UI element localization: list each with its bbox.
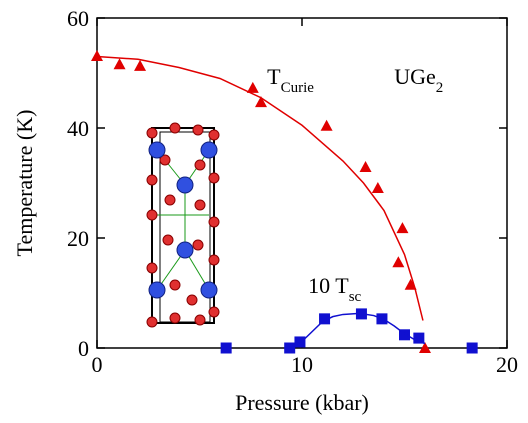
fit-curve [289,312,426,349]
annotation-subscript: sc [349,289,362,305]
triangle-marker [371,181,384,193]
annotation-text: 10 T [308,273,349,298]
square-marker [413,332,425,344]
plot-frame [96,17,508,349]
triangle-marker [392,256,405,268]
square-marker [466,342,478,354]
square-marker [220,342,232,354]
annotation: TCurie [267,64,314,96]
triangle-marker [320,119,333,131]
y-tick-label: 0 [78,336,89,361]
x-tick-label: 20 [496,352,518,377]
y-tick-label: 40 [67,116,89,141]
y-axis-label: Temperature (K) [12,110,37,257]
annotation-subscript: 2 [436,80,444,96]
y-tick-label: 20 [67,226,89,251]
triangle-marker [255,96,267,108]
annotation: UGe2 [394,64,443,96]
triangle-marker [134,59,147,71]
x-tick-label: 10 [291,352,313,377]
annotation-subscript: Curie [281,80,315,96]
triangle-marker [359,161,372,173]
y-tick-label: 60 [67,6,89,31]
square-marker [319,313,331,325]
annotation: 10 Tsc [308,273,361,305]
triangle-marker [419,342,431,353]
x-tick-label: 0 [92,352,103,377]
fit-curve [96,55,424,321]
triangle-marker [91,49,103,61]
triangle-marker [113,58,126,70]
square-marker [399,329,410,341]
triangle-marker [246,81,259,93]
annotation-text: T [267,64,281,89]
triangle-marker [396,222,409,234]
x-axis-label: Pressure (kbar) [235,390,369,415]
triangle-marker [404,278,417,290]
annotation-text: UGe [394,64,436,89]
crystal-inset [146,122,220,328]
